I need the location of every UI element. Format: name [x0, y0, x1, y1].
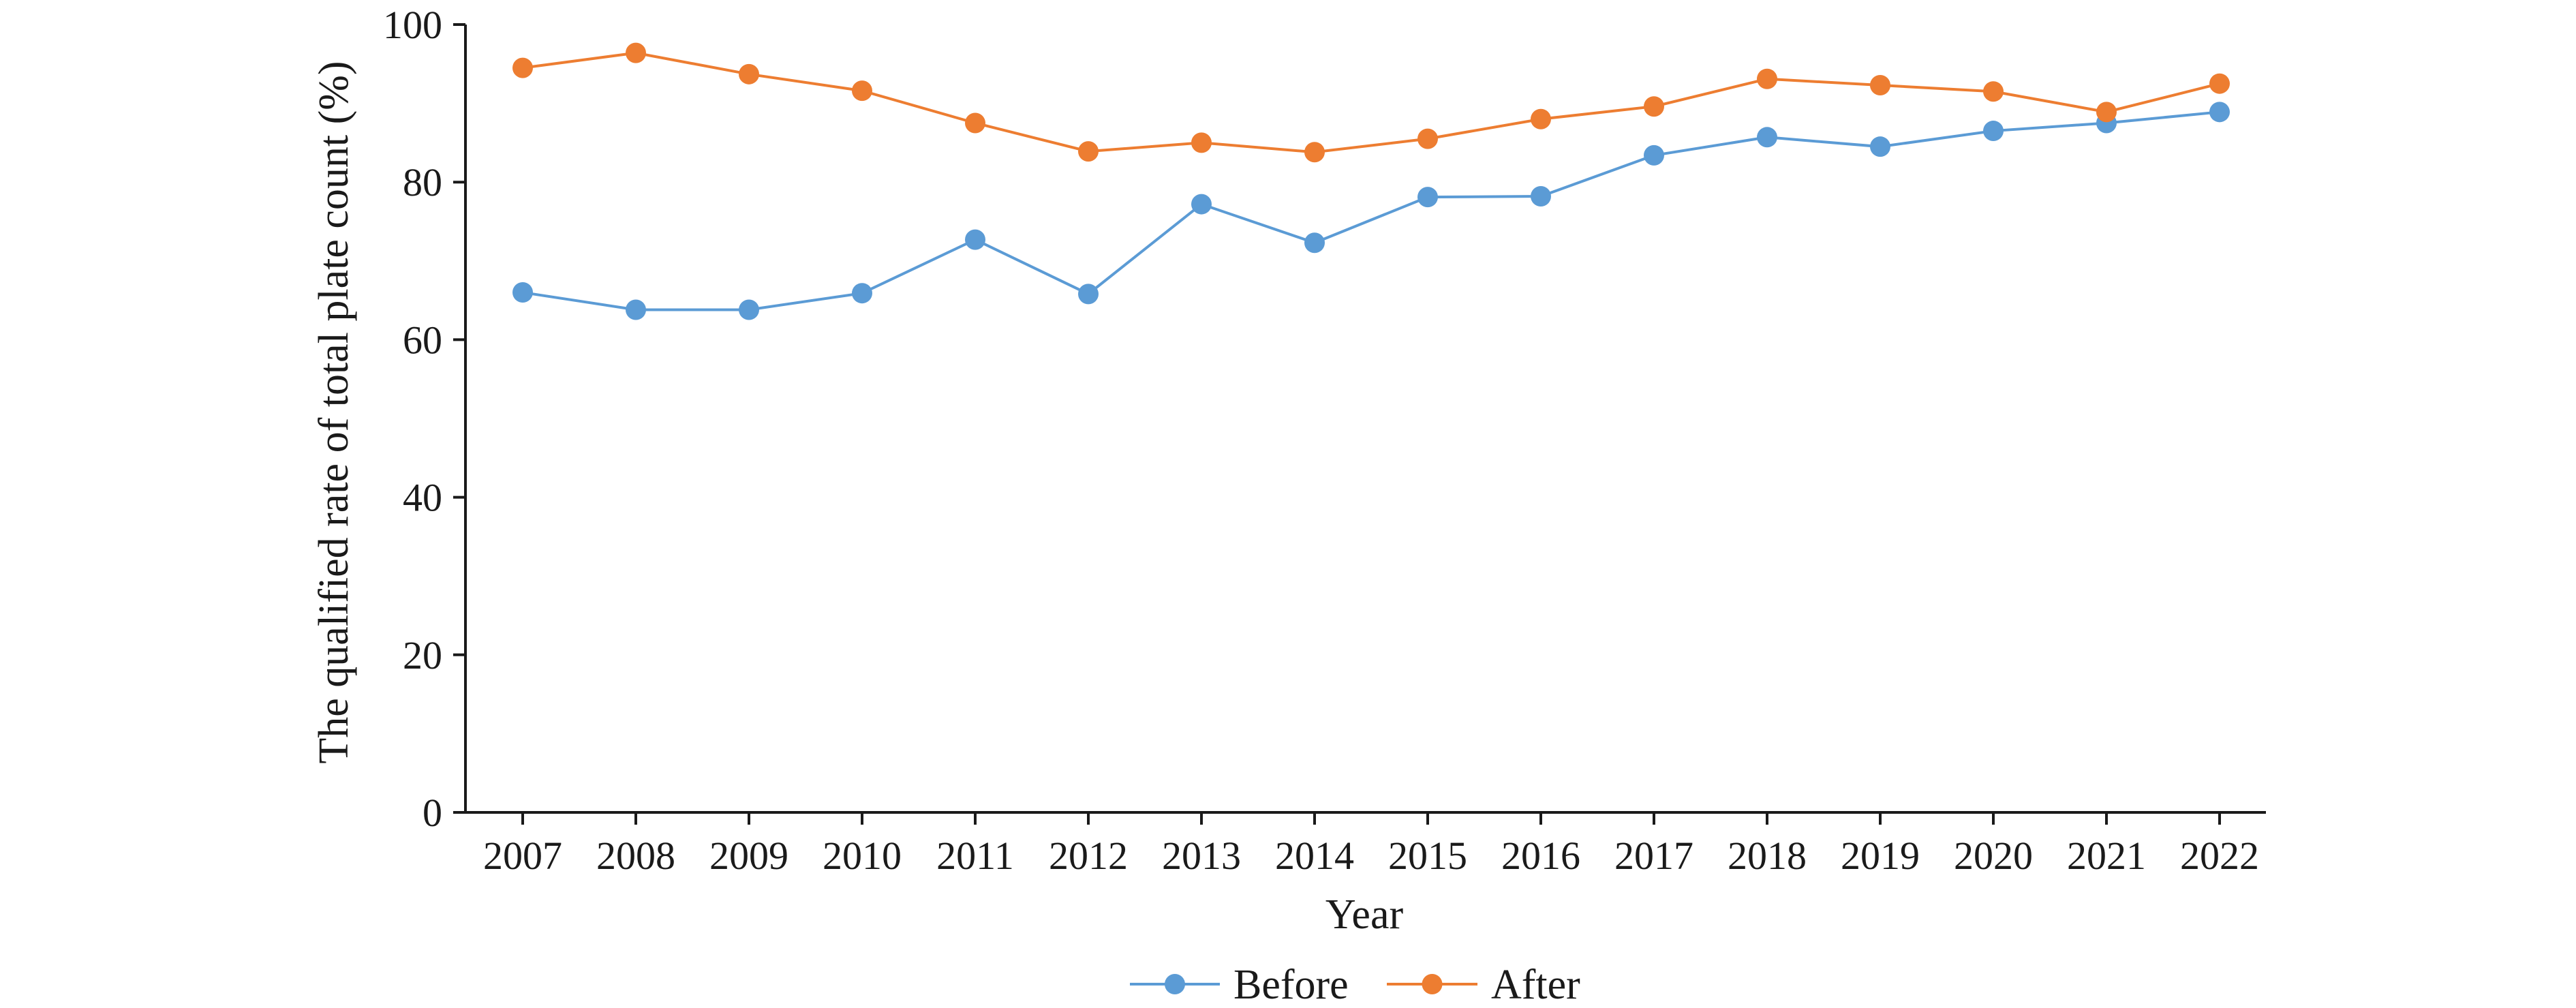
- data-point-before: [1531, 186, 1551, 207]
- x-tick-label: 2014: [1275, 834, 1354, 878]
- legend-item-before: Before: [1130, 962, 1349, 1008]
- x-tick-label: 2017: [1614, 834, 1693, 878]
- data-point-before: [1983, 121, 2004, 142]
- x-tick-label: 2008: [596, 834, 675, 878]
- y-tick-label: 80: [403, 160, 442, 204]
- data-point-before: [739, 299, 759, 320]
- x-axis-ticks: 2007 2008 2009 2010 2011 2012 2013 2014 2015 2016…: [483, 812, 2259, 878]
- data-point-before: [852, 283, 872, 304]
- y-tick-label: 20: [403, 633, 442, 677]
- data-point-after: [2096, 102, 2117, 123]
- data-point-before: [1644, 144, 1664, 166]
- x-tick-label: 2018: [1728, 834, 1807, 878]
- x-tick-label: 2007: [483, 834, 562, 878]
- x-axis-title: Year: [1325, 891, 1404, 938]
- data-point-after: [852, 80, 872, 102]
- x-tick-label: 2013: [1162, 834, 1241, 878]
- x-tick-label: 2012: [1049, 834, 1128, 878]
- data-point-before: [1078, 284, 1099, 305]
- x-tick-label: 2010: [823, 834, 902, 878]
- y-tick-label: 100: [383, 3, 442, 47]
- data-point-before: [626, 299, 646, 320]
- data-point-before: [965, 229, 985, 250]
- data-point-after: [1417, 128, 1438, 149]
- series-line-before: [522, 110, 2220, 311]
- legend-marker-after: [1422, 974, 1443, 994]
- data-point-after: [1870, 75, 1890, 96]
- data-point-before: [1417, 187, 1438, 208]
- data-point-after: [512, 57, 533, 78]
- data-point-after: [965, 112, 985, 134]
- data-point-after: [1983, 81, 2004, 102]
- x-tick-label: 2021: [2067, 834, 2146, 878]
- x-tick-label: 2009: [709, 834, 788, 878]
- series-layer: [512, 42, 2230, 320]
- data-point-before: [512, 282, 533, 303]
- data-point-after: [1304, 142, 1325, 163]
- legend-marker-before: [1165, 974, 1185, 994]
- y-axis-ticks: 0 20 40 60 80 100: [383, 3, 465, 835]
- legend: Before After: [1130, 962, 1580, 1008]
- data-point-after: [1078, 141, 1099, 162]
- series-before: [512, 102, 2230, 320]
- data-point-before: [1191, 194, 1212, 215]
- legend-item-after: After: [1387, 962, 1580, 1008]
- series-line-after: [522, 51, 2220, 154]
- y-axis-title: The qualified rate of total plate count …: [311, 61, 357, 763]
- x-tick-label: 2022: [2180, 834, 2259, 878]
- x-tick-label: 2011: [936, 834, 1014, 878]
- data-point-after: [2209, 73, 2230, 94]
- axes: [464, 25, 2266, 814]
- y-tick-label: 40: [403, 476, 442, 520]
- data-point-before: [1870, 136, 1890, 157]
- x-tick-label: 2019: [1841, 834, 1920, 878]
- data-point-after: [739, 63, 759, 85]
- x-tick-label: 2020: [1954, 834, 2033, 878]
- data-point-before: [1757, 127, 1777, 148]
- y-tick-label: 60: [403, 318, 442, 362]
- legend-label-after: After: [1491, 962, 1580, 1008]
- legend-label-before: Before: [1233, 962, 1349, 1008]
- x-tick-label: 2016: [1501, 834, 1580, 878]
- data-point-after: [1644, 96, 1664, 117]
- data-point-before: [2209, 102, 2230, 123]
- data-point-after: [1191, 132, 1212, 153]
- data-point-after: [1531, 108, 1551, 129]
- data-point-after: [626, 42, 646, 63]
- data-point-after: [1757, 68, 1777, 89]
- series-after: [512, 42, 2230, 163]
- data-point-before: [1304, 232, 1325, 254]
- x-tick-label: 2015: [1388, 834, 1467, 878]
- y-tick-label: 0: [423, 791, 442, 835]
